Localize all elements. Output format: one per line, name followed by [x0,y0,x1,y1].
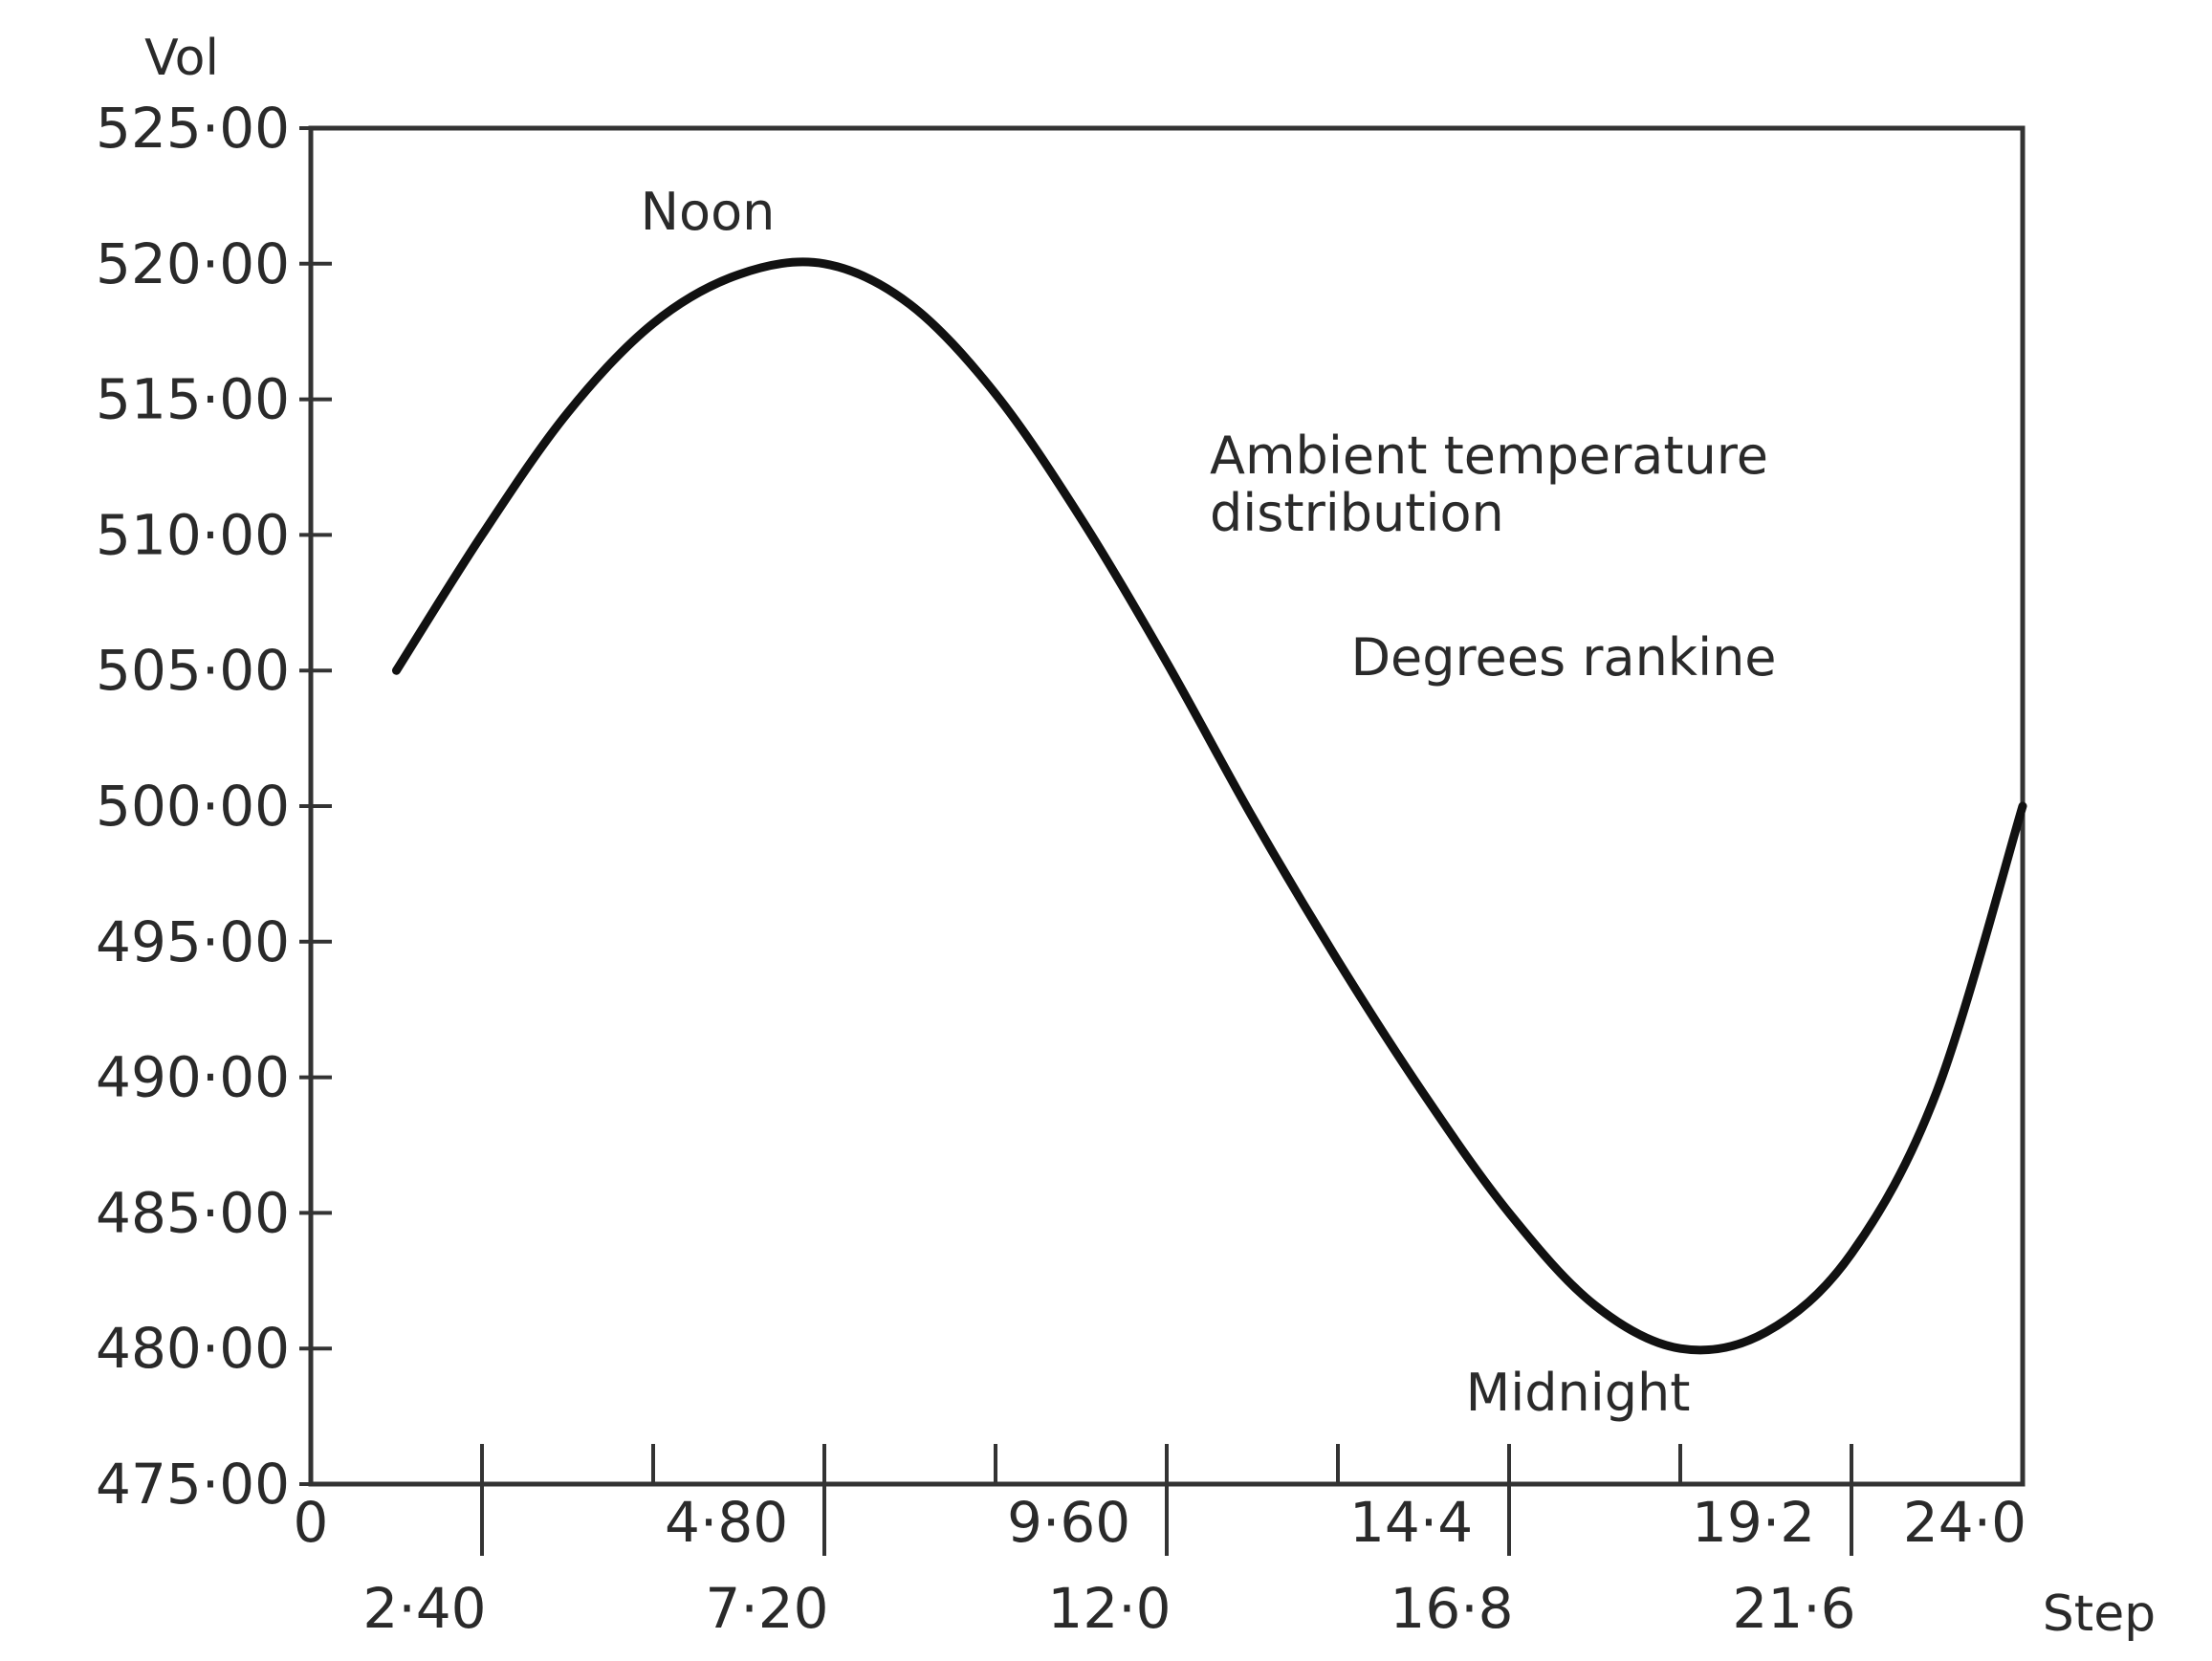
y-tick-label: 520·00 [96,231,290,296]
x-tick-label-lower: 16·8 [1390,1576,1513,1641]
x-axis-title: Step [2043,1585,2156,1643]
description-line-1: Ambient temperature [1210,426,1768,486]
x-tick-label-upper: 0 [294,1490,329,1555]
y-tick-label: 500·00 [96,774,290,839]
y-tick-label: 510·00 [96,502,290,567]
y-tick-label: 495·00 [96,909,290,974]
y-tick-label: 480·00 [96,1316,290,1381]
plot-frame [308,125,2026,1487]
x-tick-label-lower: 21·6 [1732,1576,1855,1641]
x-tick-label-upper: 4·80 [665,1490,788,1555]
y-tick-label: 525·00 [96,96,290,161]
units-label: Degrees rankine [1350,627,1776,688]
x-tick-label-lower: 2·40 [362,1576,486,1641]
y-tick-label: 475·00 [96,1452,290,1517]
y-tick-label: 490·00 [96,1045,290,1110]
y-axis: 525·00 520·00 515·00 510·00 505·00 500·00 495·… [96,96,332,1517]
series-line [392,257,2027,1355]
x-tick-label-upper: 14·4 [1349,1490,1473,1555]
y-tick-label: 485·00 [96,1180,290,1245]
x-tick-label-lower: 12·0 [1047,1576,1171,1641]
midnight-label: Midnight [1466,1363,1691,1423]
y-tick-label: 505·00 [96,638,290,703]
description-line-2: distribution [1210,483,1504,543]
x-tick-label-upper: 19·2 [1692,1490,1815,1555]
x-tick-label-lower: 7·20 [705,1576,828,1641]
x-axis: 0 4·80 9·60 14·4 19·2 24·0 2·40 7·20 12·0 16·8 21·… [294,1444,2026,1641]
y-tick-label: 515·00 [96,367,290,432]
noon-label: Noon [641,182,776,242]
x-tick-label-upper: 24·0 [1903,1490,2026,1555]
y-axis-title: Vol [144,30,219,87]
x-tick-label-upper: 9·60 [1007,1490,1130,1555]
